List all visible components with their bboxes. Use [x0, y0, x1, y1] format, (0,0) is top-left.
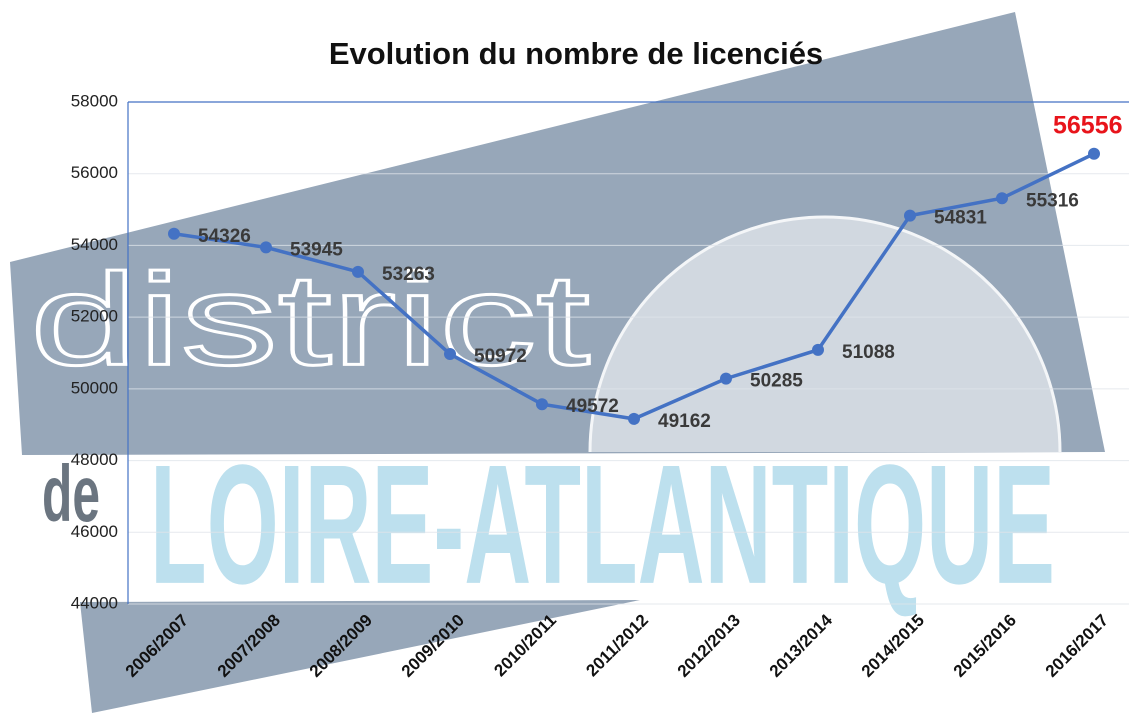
data-point	[168, 228, 180, 240]
data-point	[996, 192, 1008, 204]
x-tick-label: 2016/2017	[1042, 611, 1112, 681]
y-tick-label: 50000	[71, 378, 118, 397]
x-tick-label: 2013/2014	[766, 610, 837, 681]
data-point	[352, 266, 364, 278]
chart-title: Evolution du nombre de licenciés	[329, 36, 823, 71]
data-point	[720, 373, 732, 385]
data-label: 53263	[382, 264, 435, 285]
x-tick-label: 2015/2016	[950, 611, 1020, 681]
data-label: 56556	[1053, 111, 1123, 139]
logo-background: district de LOIRE-ATLANTIQUE	[10, 12, 1105, 713]
y-tick-label: 56000	[71, 163, 118, 182]
data-point	[1088, 148, 1100, 160]
y-tick-label: 44000	[71, 593, 118, 612]
data-label: 55316	[1026, 190, 1079, 211]
y-tick-label: 54000	[71, 235, 118, 254]
logo-word: LOIRE-ATLANTIQUE	[150, 430, 1055, 620]
data-point	[536, 398, 548, 410]
data-label: 54326	[198, 226, 251, 247]
x-tick-label: 2014/2015	[858, 611, 928, 681]
y-tick-label: 52000	[71, 307, 118, 326]
data-label: 54831	[934, 208, 987, 229]
data-point	[260, 241, 272, 253]
data-label: 49572	[566, 396, 619, 417]
chart: district de LOIRE-ATLANTIQUE Evolution d…	[0, 0, 1129, 713]
x-tick-label: 2012/2013	[674, 611, 744, 681]
data-label: 50285	[750, 371, 803, 392]
y-tick-label: 46000	[71, 522, 118, 541]
data-point	[444, 348, 456, 360]
data-point	[904, 210, 916, 222]
y-tick-label: 58000	[71, 91, 118, 110]
data-label: 53945	[290, 239, 343, 260]
y-tick-label: 48000	[71, 450, 118, 469]
data-label: 49162	[658, 411, 711, 432]
data-label: 50972	[474, 346, 527, 367]
x-tick-label: 2011/2012	[582, 611, 652, 681]
data-label: 51088	[842, 342, 895, 363]
data-point	[812, 344, 824, 356]
data-point	[628, 413, 640, 425]
